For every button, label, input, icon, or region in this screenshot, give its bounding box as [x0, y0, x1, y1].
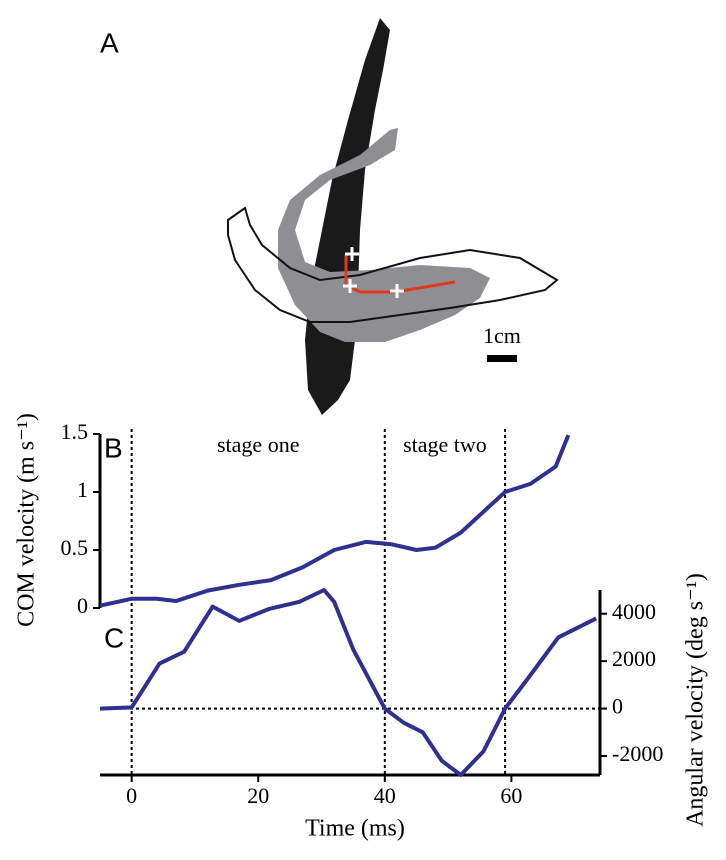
x-tick-label: 20 — [247, 783, 269, 808]
y-tick-label: 4000 — [612, 599, 656, 624]
y-tick-label: 0 — [612, 694, 623, 719]
x-tick-label: 60 — [500, 783, 522, 808]
y-tick-label: 0 — [77, 593, 88, 618]
x-axis-label: Time (ms) — [305, 816, 405, 842]
y-axis-label: Angular velocity (deg s⁻¹) — [683, 573, 709, 827]
outline-shape — [227, 206, 559, 323]
stage-label: stage one — [217, 432, 299, 457]
y-tick-label: 1.5 — [61, 419, 89, 444]
panel-label: A — [100, 27, 119, 58]
scale-bar — [487, 355, 517, 362]
x-tick-label: 0 — [126, 783, 137, 808]
gray-shape — [278, 128, 490, 342]
y-tick-label: -2000 — [612, 741, 663, 766]
stage-label: stage two — [403, 432, 487, 457]
com-path — [344, 255, 456, 294]
y-tick-label: 0.5 — [61, 535, 89, 560]
markers — [343, 247, 404, 298]
panel-label: B — [104, 432, 123, 463]
y-axis-label: COM velocity (m s⁻¹) — [14, 413, 40, 627]
data-line — [99, 434, 571, 608]
body-shape — [305, 18, 390, 415]
y-tick-label: 1 — [77, 477, 88, 502]
scale-label: 1cm — [483, 323, 521, 348]
y-tick-label: 2000 — [612, 646, 656, 671]
x-tick-label: 40 — [374, 783, 396, 808]
data-line — [99, 588, 598, 777]
panel-label: C — [104, 622, 124, 653]
